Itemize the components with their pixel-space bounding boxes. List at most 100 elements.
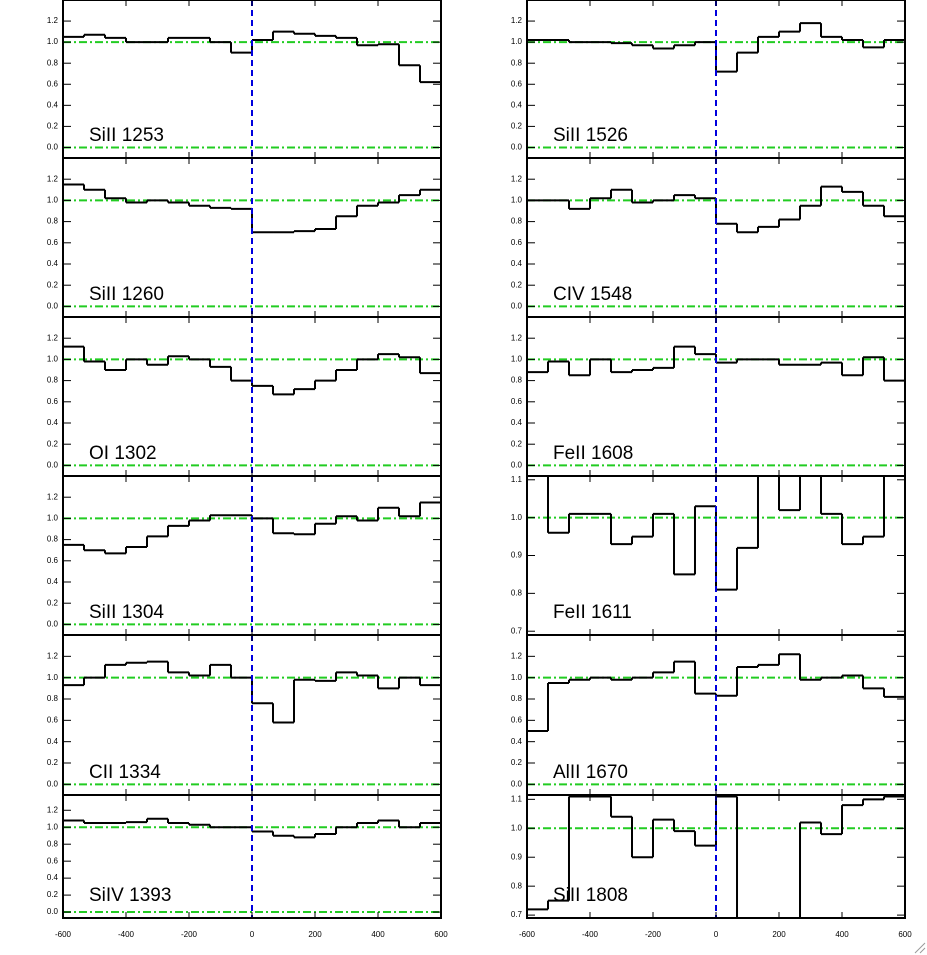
x-tick-label: -600 bbox=[519, 930, 536, 939]
y-tick-label: 0.6 bbox=[47, 79, 59, 88]
panel-label: AlII 1670 bbox=[553, 762, 628, 783]
y-tick-label: 0.6 bbox=[511, 715, 523, 724]
x-tick-label: -200 bbox=[645, 930, 662, 939]
x-tick-label: 0 bbox=[250, 930, 255, 939]
y-tick-label: 1.0 bbox=[47, 37, 59, 46]
y-tick-label: 0.6 bbox=[47, 856, 59, 865]
y-tick-label: 0.2 bbox=[511, 280, 523, 289]
y-tick-label: 1.0 bbox=[47, 673, 59, 682]
y-tick-label: 1.0 bbox=[47, 822, 59, 831]
y-tick-label: 0.6 bbox=[511, 79, 523, 88]
y-tick-label: 1.0 bbox=[511, 196, 523, 205]
y-tick-label: 0.8 bbox=[511, 588, 523, 597]
panel-label: SiII 1526 bbox=[553, 125, 628, 146]
y-tick-label: 0.0 bbox=[511, 461, 523, 470]
y-tick-label: 0.0 bbox=[511, 302, 523, 311]
y-tick-label: 1.1 bbox=[511, 475, 523, 484]
panel-label: OI 1302 bbox=[89, 443, 157, 464]
panel-label: SiII 1304 bbox=[89, 602, 164, 623]
y-tick-label: 0.2 bbox=[47, 280, 59, 289]
x-tick-label: 600 bbox=[898, 930, 912, 939]
y-tick-label: 0.2 bbox=[47, 890, 59, 899]
y-tick-label: 0.8 bbox=[511, 694, 523, 703]
y-tick-label: 0.0 bbox=[47, 143, 59, 152]
y-tick-label: 1.2 bbox=[47, 651, 59, 660]
y-tick-label: 0.2 bbox=[511, 758, 523, 767]
y-tick-label: 0.0 bbox=[47, 302, 59, 311]
y-tick-label: 1.2 bbox=[511, 651, 523, 660]
y-tick-label: 0.2 bbox=[47, 122, 59, 131]
x-tick-label: 0 bbox=[714, 930, 719, 939]
x-tick-label: 400 bbox=[371, 930, 385, 939]
y-tick-label: 0.4 bbox=[47, 737, 59, 746]
y-tick-label: 0.8 bbox=[511, 376, 523, 385]
y-tick-label: 1.0 bbox=[47, 196, 59, 205]
y-tick-label: 0.6 bbox=[47, 238, 59, 247]
panel-label: FeII 1608 bbox=[553, 443, 633, 464]
y-tick-label: 0.4 bbox=[47, 259, 59, 268]
y-tick-label: 0.8 bbox=[47, 535, 59, 544]
y-tick-label: 0.4 bbox=[47, 873, 59, 882]
resize-grip bbox=[914, 942, 926, 954]
y-tick-label: 1.2 bbox=[47, 16, 59, 25]
y-tick-label: 0.7 bbox=[511, 626, 523, 635]
panel-label: CIV 1548 bbox=[553, 284, 632, 305]
y-tick-label: 0.4 bbox=[511, 259, 523, 268]
y-tick-label: 1.0 bbox=[47, 355, 59, 364]
y-tick-label: 1.2 bbox=[47, 174, 59, 183]
y-tick-label: 1.2 bbox=[47, 805, 59, 814]
panel-label: SiII 1260 bbox=[89, 284, 164, 305]
y-tick-label: 1.0 bbox=[511, 355, 523, 364]
y-tick-label: 1.2 bbox=[47, 492, 59, 501]
panel-label: SiII 1253 bbox=[89, 125, 164, 146]
y-tick-label: 1.1 bbox=[511, 794, 523, 803]
x-tick-label: -200 bbox=[181, 930, 198, 939]
y-tick-label: 0.2 bbox=[511, 439, 523, 448]
y-tick-label: 0.6 bbox=[47, 715, 59, 724]
y-tick-label: 1.0 bbox=[511, 823, 523, 832]
y-tick-label: 0.4 bbox=[511, 100, 523, 109]
y-tick-label: 0.0 bbox=[47, 779, 59, 788]
y-tick-label: 0.0 bbox=[511, 779, 523, 788]
y-tick-label: 0.8 bbox=[47, 839, 59, 848]
y-tick-label: 0.0 bbox=[47, 907, 59, 916]
y-tick-label: 1.0 bbox=[511, 37, 523, 46]
y-tick-label: 0.6 bbox=[511, 397, 523, 406]
y-tick-label: 0.8 bbox=[511, 58, 523, 67]
y-tick-label: 0.8 bbox=[47, 694, 59, 703]
x-tick-label: -600 bbox=[55, 930, 72, 939]
y-tick-label: 0.8 bbox=[47, 376, 59, 385]
y-tick-label: 0.0 bbox=[47, 620, 59, 629]
y-tick-label: 1.0 bbox=[511, 673, 523, 682]
y-tick-label: 0.2 bbox=[511, 122, 523, 131]
x-tick-label: -400 bbox=[118, 930, 135, 939]
y-tick-label: 0.8 bbox=[47, 217, 59, 226]
x-tick-label: 600 bbox=[434, 930, 448, 939]
panel-label: SiIV 1393 bbox=[89, 885, 171, 906]
y-tick-label: 0.2 bbox=[47, 439, 59, 448]
y-tick-label: 0.6 bbox=[511, 238, 523, 247]
y-tick-label: 0.4 bbox=[511, 418, 523, 427]
y-tick-label: 0.8 bbox=[511, 217, 523, 226]
y-tick-label: 0.2 bbox=[47, 758, 59, 767]
panel-label: CII 1334 bbox=[89, 762, 161, 783]
y-tick-label: 0.6 bbox=[47, 556, 59, 565]
y-tick-label: 1.2 bbox=[511, 174, 523, 183]
panel-label: FeII 1611 bbox=[553, 602, 632, 623]
x-tick-label: 200 bbox=[772, 930, 786, 939]
x-tick-label: 200 bbox=[308, 930, 322, 939]
y-tick-label: 1.2 bbox=[511, 333, 523, 342]
y-tick-label: 0.0 bbox=[47, 461, 59, 470]
y-tick-label: 1.0 bbox=[47, 514, 59, 523]
y-tick-label: 0.9 bbox=[511, 852, 523, 861]
y-tick-label: 1.2 bbox=[47, 333, 59, 342]
panel-label: SiII 1808 bbox=[553, 885, 628, 906]
x-tick-label: -400 bbox=[582, 930, 599, 939]
y-tick-label: 0.7 bbox=[511, 910, 523, 919]
y-tick-label: 0.4 bbox=[47, 100, 59, 109]
y-tick-label: 1.2 bbox=[511, 16, 523, 25]
y-tick-label: 0.4 bbox=[511, 737, 523, 746]
y-tick-label: 0.8 bbox=[47, 58, 59, 67]
x-tick-label: 400 bbox=[835, 930, 849, 939]
y-tick-label: 0.4 bbox=[47, 577, 59, 586]
